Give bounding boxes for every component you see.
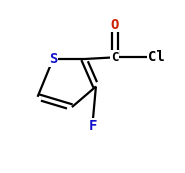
Text: Cl: Cl xyxy=(148,50,165,64)
Text: C: C xyxy=(111,51,119,64)
Text: F: F xyxy=(88,119,97,133)
Text: S: S xyxy=(49,52,57,66)
Text: O: O xyxy=(111,18,119,32)
